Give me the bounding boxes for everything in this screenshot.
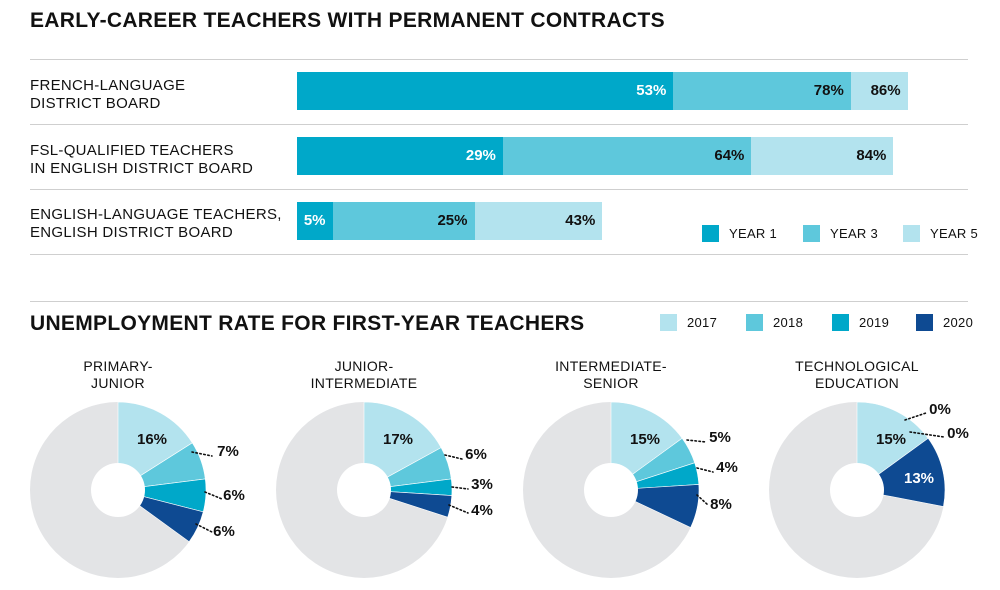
pie: 15% 5% 4% 8% [523,401,738,578]
legend-item: 2019 [832,314,889,331]
pie: 15% 0% 0% 13% [769,401,969,578]
leader-line [696,467,714,473]
pie-value-label: 16% [137,431,167,448]
leader-line [191,451,213,457]
legend-label: YEAR 1 [729,226,778,241]
bar-segment [297,202,333,240]
pie-value-label: 6% [223,487,245,504]
bar-segment [297,137,503,175]
legend-swatch [916,314,933,331]
legend-item: 2017 [660,314,717,331]
pie-value-label: 17% [383,431,413,448]
leader-line [195,523,213,533]
pie-value-label: 4% [716,459,738,476]
legend-label: 2017 [687,315,718,330]
legend-label: 2020 [943,315,974,330]
leader-line [904,412,927,421]
bar-segment [850,72,908,110]
legend-label: YEAR 5 [930,226,979,241]
legend-swatch [746,314,763,331]
legend-item: 2020 [916,314,973,331]
pie-value-label: 0% [929,401,951,418]
legend-label: 2018 [773,315,804,330]
pie-value-label: 4% [471,502,493,519]
bar-value-label: 78% [813,82,844,99]
pie-value-label: 0% [947,425,969,442]
bar-value-label: 43% [565,212,596,229]
legend-label: 2019 [859,315,890,330]
legend-swatch [832,314,849,331]
legend-item: 2018 [746,314,803,331]
leader-line [909,431,945,438]
pie-value-label: 5% [709,429,731,446]
pie-hole [584,463,638,517]
pie-value-label: 13% [904,470,934,487]
legend-item: YEAR 3 [803,225,878,242]
legend-swatch [660,314,677,331]
pie-title: TECHNOLOGICAL EDUCATION [795,358,919,391]
pie: 17% 6% 3% 4% [276,401,493,578]
leader-line [686,439,707,443]
divider [30,301,968,302]
pie-value-label: 15% [876,431,906,448]
leader-line [451,486,469,490]
bar-row-label: FRENCH-LANGUAGE DISTRICT BOARD [30,77,186,112]
bar-segment [297,72,674,110]
legend-label: YEAR 3 [830,226,879,241]
legend-item: YEAR 5 [903,225,978,242]
leader-line [204,491,223,500]
divider [30,254,968,255]
bar-row-label: ENGLISH-LANGUAGE TEACHERS, ENGLISH DISTR… [30,206,282,241]
divider [30,124,968,125]
divider [30,189,968,190]
bar-value-label: 86% [870,82,901,99]
pie-value-label: 8% [710,496,732,513]
pie-value-label: 6% [213,523,235,540]
pie-slice [363,401,442,491]
pie-title: INTERMEDIATE- SENIOR [555,358,667,391]
bar-row-label: FSL-QUALIFIED TEACHERS IN ENGLISH DISTRI… [30,142,254,177]
bar-value-label: 64% [714,147,745,164]
bar-segment [474,202,603,240]
pie-chart-title: UNEMPLOYMENT RATE FOR FIRST-YEAR TEACHER… [30,312,585,335]
pie-slice [856,401,929,491]
bar-value-label: 29% [465,147,496,164]
bar-segment [332,202,475,240]
legend-swatch [803,225,820,242]
leader-line [448,504,469,514]
legend-swatch [702,225,719,242]
legend-swatch [903,225,920,242]
bar-chart-title: EARLY-CAREER TEACHERS WITH PERMANENT CON… [30,9,665,32]
leader-line [444,454,463,460]
divider [30,59,968,60]
bar-value-label: 53% [636,82,667,99]
pie-title: PRIMARY- JUNIOR [83,358,153,391]
bar-value-label: 84% [856,147,887,164]
pie-value-label: 3% [471,476,493,493]
bar-segment [502,137,752,175]
pie-title: JUNIOR- INTERMEDIATE [310,358,418,391]
bar-segment [751,137,894,175]
pie-hole [91,463,145,517]
pie-hole [337,463,391,517]
pie-value-label: 6% [465,446,487,463]
bar-segment [673,72,851,110]
leader-line [696,494,709,506]
pie-value-label: 15% [630,431,660,448]
pie-slice [610,401,683,491]
pie-value-label: 7% [217,443,239,460]
legend-item: YEAR 1 [702,225,777,242]
bar-value-label: 5% [303,212,326,229]
pie-slice [117,401,193,491]
pie-hole [830,463,884,517]
bar-value-label: 25% [437,212,468,229]
pie: 16% 7% 6% 6% [30,401,245,578]
